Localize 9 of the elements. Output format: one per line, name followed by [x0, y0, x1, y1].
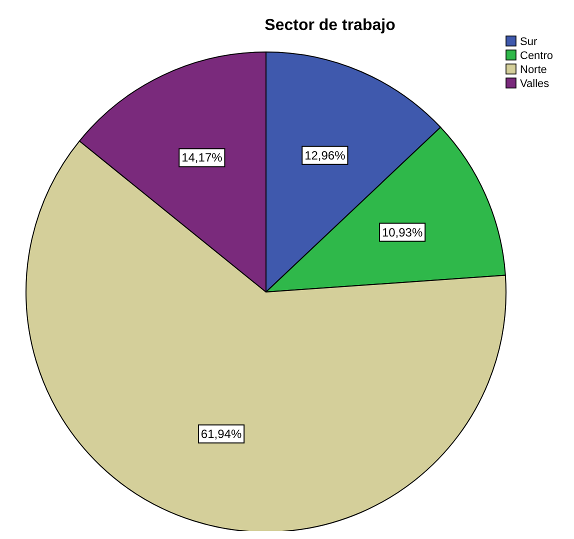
legend-label: Valles [520, 78, 550, 90]
data-label: 61,94% [200, 426, 242, 441]
legend-label: Sur [520, 36, 538, 48]
data-label: 12,96% [304, 148, 346, 162]
data-label: 10,93% [382, 225, 423, 240]
data-label: 14,17% [182, 150, 223, 165]
chart-title: Sector de trabajo [264, 17, 396, 34]
legend-label: Norte [520, 64, 547, 76]
legend-label: Centro [520, 50, 554, 62]
